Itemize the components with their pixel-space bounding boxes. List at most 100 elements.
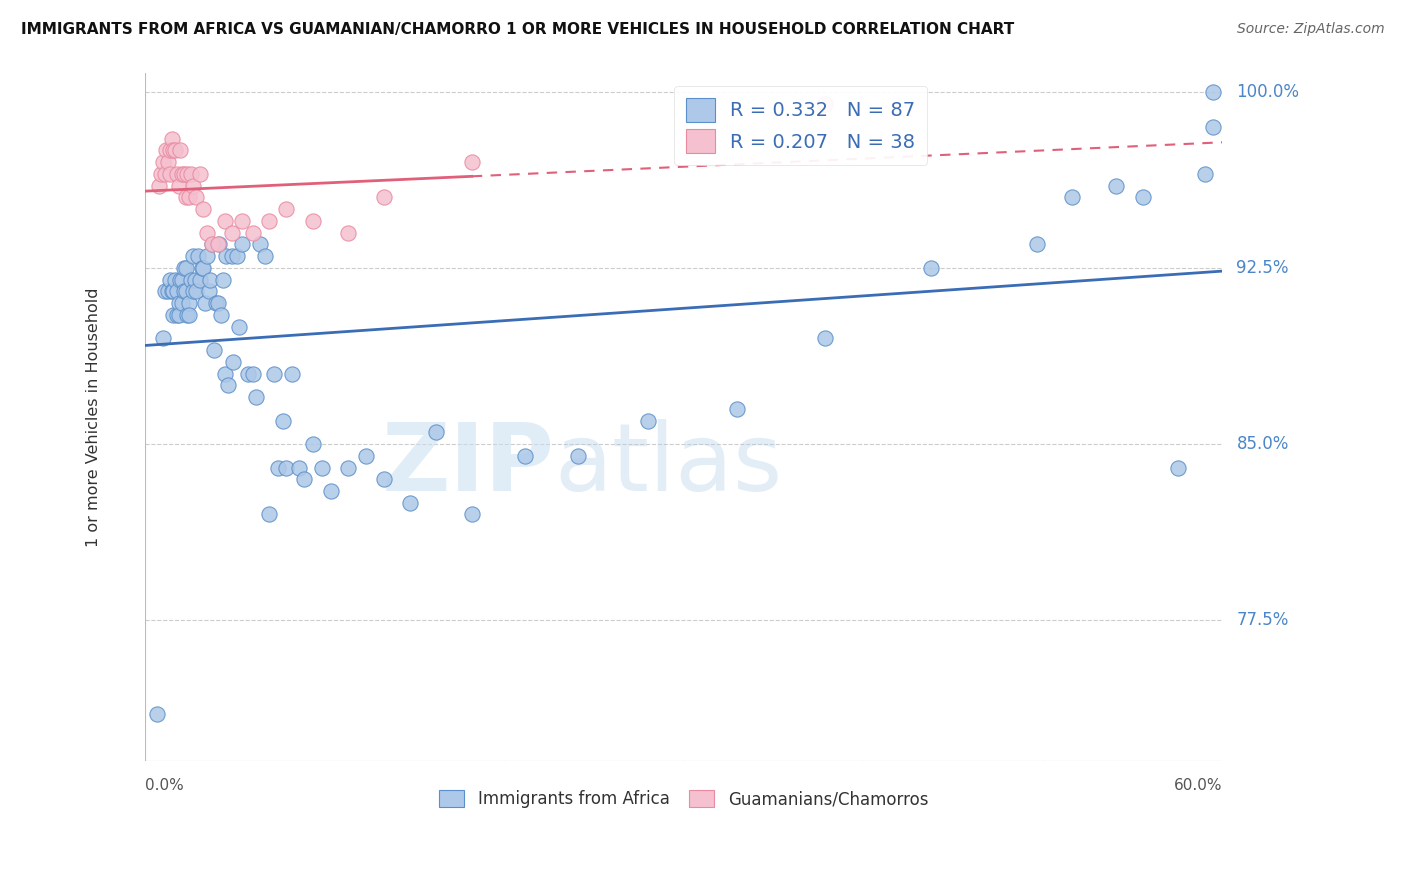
Point — [188, 167, 211, 181]
Point — [172, 167, 194, 181]
Point — [567, 449, 589, 463]
Point — [160, 285, 183, 299]
Point — [208, 237, 231, 252]
Point — [162, 144, 184, 158]
Point — [183, 273, 205, 287]
Text: atlas: atlas — [554, 419, 783, 511]
Point — [221, 226, 243, 240]
Text: 100.0%: 100.0% — [1236, 83, 1299, 101]
Point — [181, 178, 204, 193]
Point — [231, 214, 253, 228]
Point — [165, 273, 187, 287]
Point — [160, 132, 183, 146]
Point — [257, 214, 280, 228]
Point — [215, 249, 238, 263]
Point — [276, 202, 298, 217]
Point — [209, 308, 232, 322]
Point — [337, 460, 360, 475]
Point — [193, 202, 215, 217]
Point — [169, 144, 191, 158]
Point — [188, 273, 211, 287]
Point — [319, 483, 342, 498]
Point — [162, 308, 184, 322]
Text: 1 or more Vehicles in Household: 1 or more Vehicles in Household — [86, 287, 101, 547]
Point — [200, 273, 222, 287]
Point — [1132, 190, 1154, 204]
Point — [276, 460, 298, 475]
Point — [201, 237, 224, 252]
Point — [167, 178, 190, 193]
Point — [176, 167, 198, 181]
Point — [152, 155, 174, 169]
Point — [513, 449, 536, 463]
Point — [249, 237, 271, 252]
Point — [204, 296, 226, 310]
Point — [159, 273, 181, 287]
Point — [187, 249, 209, 263]
Point — [152, 331, 174, 345]
Point — [302, 437, 325, 451]
Point — [725, 401, 748, 416]
Point — [373, 472, 395, 486]
Point — [157, 155, 180, 169]
Point — [1025, 237, 1047, 252]
Point — [461, 508, 484, 522]
Point — [217, 378, 239, 392]
Point — [174, 260, 197, 275]
Point — [179, 296, 201, 310]
Point — [814, 96, 837, 111]
Point — [1194, 167, 1216, 181]
Point — [195, 249, 218, 263]
Point — [153, 167, 176, 181]
Point — [179, 308, 201, 322]
Point — [181, 285, 204, 299]
Point — [425, 425, 447, 440]
Point — [1167, 460, 1189, 475]
Text: 60.0%: 60.0% — [1174, 778, 1222, 792]
Point — [461, 155, 484, 169]
Point — [211, 273, 233, 287]
Point — [254, 249, 277, 263]
Point — [292, 472, 315, 486]
Point — [166, 285, 188, 299]
Point — [148, 178, 170, 193]
Point — [207, 237, 229, 252]
Point — [1202, 85, 1225, 99]
Point — [186, 285, 208, 299]
Point — [201, 237, 224, 252]
Text: IMMIGRANTS FROM AFRICA VS GUAMANIAN/CHAMORRO 1 OR MORE VEHICLES IN HOUSEHOLD COR: IMMIGRANTS FROM AFRICA VS GUAMANIAN/CHAM… — [21, 22, 1014, 37]
Point — [214, 367, 236, 381]
Point — [207, 296, 229, 310]
Point — [242, 367, 264, 381]
Point — [181, 249, 204, 263]
Point — [195, 226, 218, 240]
Point — [157, 285, 180, 299]
Point — [180, 167, 202, 181]
Point — [193, 260, 215, 275]
Point — [920, 260, 942, 275]
Point — [155, 144, 177, 158]
Point — [179, 190, 201, 204]
Point — [814, 331, 837, 345]
Point — [159, 167, 181, 181]
Point — [153, 285, 176, 299]
Point — [169, 273, 191, 287]
Point — [226, 249, 249, 263]
Point — [162, 285, 184, 299]
Point — [1202, 120, 1225, 134]
Point — [167, 296, 190, 310]
Point — [637, 413, 659, 427]
Point — [266, 460, 288, 475]
Text: 85.0%: 85.0% — [1236, 435, 1289, 453]
Point — [311, 460, 333, 475]
Point — [166, 167, 188, 181]
Point — [166, 308, 188, 322]
Point — [173, 167, 195, 181]
Point — [373, 190, 395, 204]
Point — [337, 226, 360, 240]
Point — [354, 449, 377, 463]
Point — [257, 508, 280, 522]
Point — [172, 273, 194, 287]
Text: ZIP: ZIP — [381, 419, 554, 511]
Point — [197, 285, 219, 299]
